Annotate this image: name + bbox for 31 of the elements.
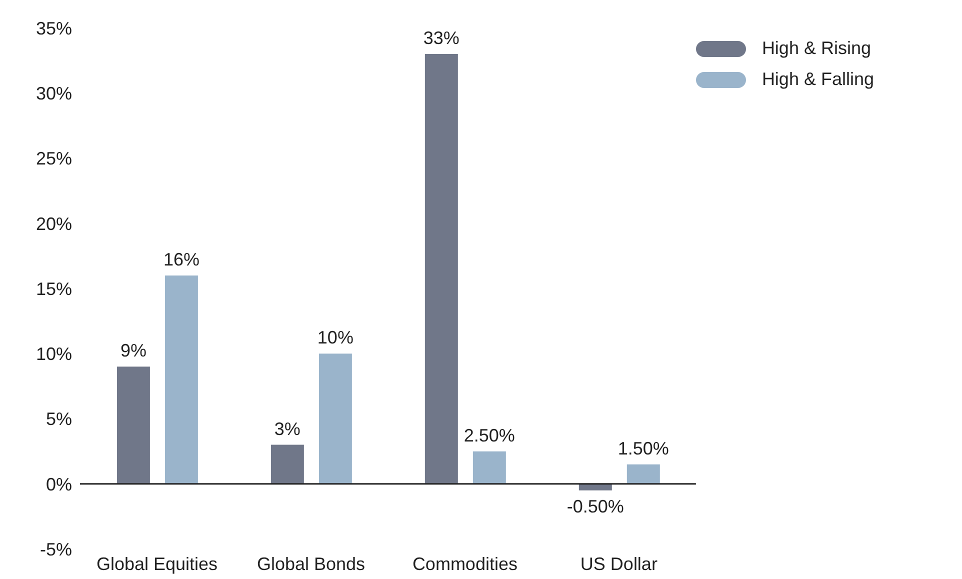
y-tick-label: -5% [40, 539, 72, 560]
data-label: 10% [317, 328, 354, 348]
y-tick-label: 35% [36, 18, 72, 38]
bar [116, 366, 150, 484]
bar [318, 354, 352, 484]
y-tick-label: 20% [36, 214, 72, 234]
x-tick-label: Global Equities [96, 554, 218, 574]
y-tick-label: 10% [36, 344, 72, 364]
x-tick-label: Commodities [412, 554, 518, 574]
bar [270, 444, 304, 484]
bar [164, 275, 198, 484]
bar [424, 54, 458, 484]
y-tick-label: 25% [36, 148, 72, 169]
y-tick-label: 15% [36, 278, 72, 299]
data-label: 1.50% [618, 438, 669, 458]
bar [578, 484, 612, 490]
y-tick-label: 0% [46, 474, 72, 494]
bar [472, 451, 506, 484]
data-label: 3% [274, 418, 300, 439]
legend-label: High & Rising [762, 38, 871, 59]
x-tick-label: Global Bonds [256, 554, 366, 574]
data-label: 9% [120, 340, 146, 361]
legend-label: High & Falling [762, 69, 874, 90]
y-tick-label: 30% [36, 84, 72, 104]
data-label: 2.50% [464, 425, 515, 446]
bar [626, 464, 660, 484]
x-tick-label: US Dollar [580, 554, 658, 574]
data-label: 16% [163, 249, 200, 270]
data-label: 33% [423, 28, 460, 48]
data-label: -0.50% [566, 496, 624, 516]
y-tick-label: 5% [46, 409, 72, 430]
